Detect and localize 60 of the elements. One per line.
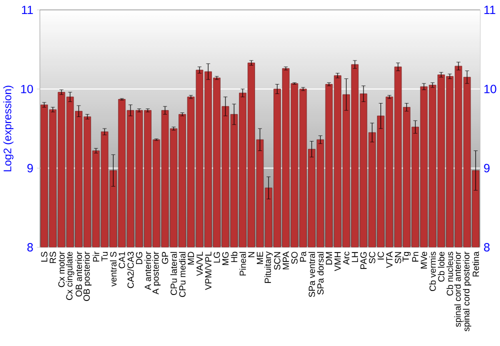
x-tick-label: spinal cord anterior — [454, 251, 463, 327]
x-tick-label: DM — [326, 252, 332, 264]
x-tick-label: Tu — [102, 252, 108, 262]
x-tick-label: ventral S — [110, 252, 117, 286]
x-tick-label: Pineal — [239, 252, 246, 276]
y2-tick-label: 10 — [484, 84, 496, 94]
x-tick-label: VPM/VPL — [204, 252, 212, 290]
x-tick-label: MD — [188, 252, 194, 264]
x-tick-label: Pir — [92, 251, 100, 262]
x-tick-label: Pa — [300, 251, 306, 262]
x-tick-label: LH — [352, 252, 358, 262]
y2-tick-label: 8 — [484, 242, 490, 252]
y-axis-title: Log2 (expression) — [3, 86, 14, 172]
x-tick-label: SO — [291, 252, 298, 264]
x-tick-label: Retina — [472, 251, 479, 276]
x-tick-label: MVe — [420, 252, 428, 268]
x-tick-label: Pn — [412, 252, 418, 262]
x-tick-label: SC — [368, 252, 376, 264]
x-tick-label: CPu medial — [179, 252, 186, 297]
x-tick-label: Hb — [230, 252, 238, 262]
x-tick-label: MG — [222, 252, 229, 265]
x-tick-label: OB anterior — [75, 251, 82, 296]
y2-tick-label: 9 — [484, 164, 490, 172]
x-tick-label: VTA — [386, 251, 392, 268]
y2-tick-label: 11 — [484, 6, 496, 14]
x-tick-label: Tg — [402, 252, 411, 262]
x-tick-label: Cb vermis — [429, 252, 436, 291]
x-tick-label: A anterior — [144, 251, 152, 290]
y-tick-label: 9 — [27, 164, 33, 172]
x-tick-label: SPa dorsal — [317, 252, 324, 294]
x-tick-label: CA1 — [118, 252, 126, 268]
y-tick-label: 10 — [21, 84, 33, 94]
x-tick-label: IC — [378, 252, 384, 260]
x-tick-label: RS — [50, 252, 56, 263]
x-tick-label: LS — [41, 252, 48, 262]
x-tick-label: SCN — [274, 252, 280, 270]
x-tick-label: OB posterior — [83, 251, 92, 301]
x-tick-label: SPa ventral — [308, 252, 316, 297]
x-tick-label: Arc — [343, 252, 350, 265]
x-tick-label: ME — [256, 252, 264, 264]
x-tick-label: Cx motor — [58, 251, 65, 287]
y-tick-label: 11 — [22, 6, 33, 14]
x-tick-label: Cx cingulate — [66, 252, 74, 300]
x-tick-label: Cb nucleus — [446, 252, 454, 296]
x-tick-label: CA2/CA3 — [127, 252, 134, 288]
x-tick-label: VMH — [334, 252, 341, 272]
x-tick-label: N — [248, 252, 254, 258]
x-tick-label: MPA — [282, 251, 289, 270]
x-tick-label: CPu lateral — [170, 252, 177, 295]
x-tick-label: DG — [136, 252, 142, 264]
x-tick-label: SN — [394, 252, 402, 264]
y-tick-label: 8 — [27, 242, 33, 252]
x-tick-label: VA/VL — [196, 252, 203, 276]
x-tick-label: Cb lobe — [438, 252, 444, 282]
x-tick-label: spinal cord posterior — [462, 251, 472, 332]
x-tick-label: Pituitary — [264, 251, 273, 283]
x-tick-label: LG — [214, 252, 220, 262]
x-tick-label: GP — [162, 252, 168, 264]
x-tick-label: PAG — [360, 252, 367, 269]
x-tick-label: A posterior — [152, 251, 161, 294]
